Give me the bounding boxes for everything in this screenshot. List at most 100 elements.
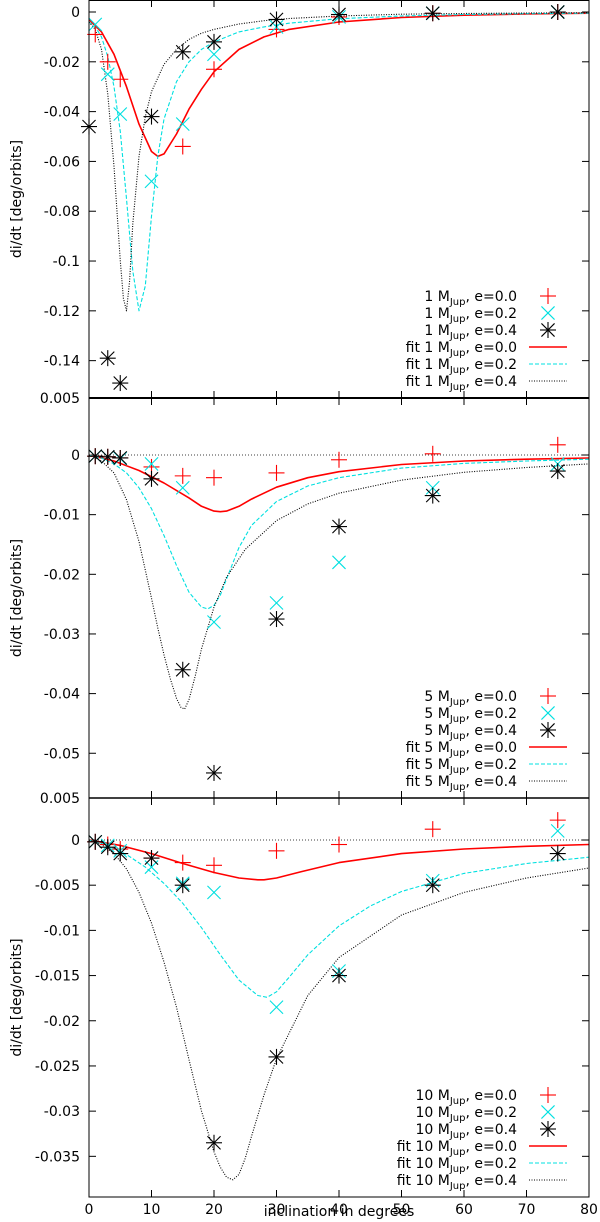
x-tick-label: 80 xyxy=(580,1202,598,1218)
marker-stroke xyxy=(88,17,103,32)
x-tick-label: 20 xyxy=(205,1202,223,1218)
data-point xyxy=(99,53,116,70)
legend-label: fit 10 MJup, e=0.0 xyxy=(397,1139,517,1158)
x-axis-label: inclination in degrees xyxy=(264,1204,415,1220)
marker-stroke xyxy=(144,851,159,866)
data-point xyxy=(331,518,347,535)
marker-stroke xyxy=(144,174,159,189)
legend-label: fit 5 MJup, e=0.0 xyxy=(406,740,517,759)
data-point xyxy=(424,487,441,504)
y-tick-label: -0.12 xyxy=(44,304,80,320)
data-point xyxy=(424,445,441,462)
legend-label: 1 MJup, e=0.4 xyxy=(424,323,517,342)
data-point xyxy=(550,824,565,838)
plot-frame xyxy=(88,0,590,1198)
data-point xyxy=(206,857,222,874)
fit-curve xyxy=(88,839,590,1181)
data-point xyxy=(269,1000,284,1015)
data-point xyxy=(332,555,346,570)
x-tick-label: 40 xyxy=(330,1202,348,1218)
marker-stroke xyxy=(541,706,555,720)
marker-stroke xyxy=(425,878,440,893)
marker-stroke xyxy=(175,662,190,677)
data-point xyxy=(206,1134,222,1151)
marker-stroke xyxy=(550,824,565,838)
y-tick-label: -0.01 xyxy=(44,508,80,524)
data-point xyxy=(143,108,160,125)
marker-stroke xyxy=(207,615,221,629)
x-tick-label: 70 xyxy=(518,1202,536,1218)
marker-stroke xyxy=(100,67,115,82)
y-tick-label: -0.035 xyxy=(35,1149,80,1165)
marker-stroke xyxy=(144,471,159,486)
legend-label: 1 MJup, e=0.2 xyxy=(424,306,517,325)
legend-sample xyxy=(541,706,555,720)
y-tick-label: -0.02 xyxy=(44,1014,80,1030)
data-point xyxy=(174,138,191,155)
data-point xyxy=(87,448,104,465)
data-point xyxy=(99,350,116,367)
data-point xyxy=(174,43,191,60)
legend-label: 1 MJup, e=0.0 xyxy=(424,289,517,308)
data-point xyxy=(549,463,566,480)
legend-label: 5 MJup, e=0.0 xyxy=(424,689,517,708)
legend-label: fit 5 MJup, e=0.2 xyxy=(406,757,517,776)
marker-stroke xyxy=(88,834,103,849)
x-tick-label: 50 xyxy=(393,1202,411,1218)
data-point xyxy=(268,464,285,481)
marker-stroke xyxy=(332,555,346,570)
marker-stroke xyxy=(550,5,565,19)
data-point xyxy=(549,436,566,453)
fit-curve xyxy=(88,12,590,312)
legend-sample xyxy=(540,288,556,304)
data-point xyxy=(424,5,441,22)
y-tick-label: -0.04 xyxy=(44,687,80,703)
legend-sample xyxy=(540,322,556,338)
data-point xyxy=(174,661,191,678)
y-tick-label: -0.05 xyxy=(44,746,80,762)
data-point xyxy=(143,850,160,867)
data-point xyxy=(424,877,441,894)
y-tick-label: 0 xyxy=(71,833,80,849)
data-point xyxy=(207,47,221,62)
data-point xyxy=(206,61,222,78)
y-tick-label: 0 xyxy=(71,448,80,464)
marker-stroke xyxy=(175,117,190,132)
legend-sample xyxy=(541,306,555,320)
data-point xyxy=(144,174,159,189)
y-tick-label: -0.08 xyxy=(44,204,80,220)
data-point xyxy=(112,449,129,466)
legend-label: 5 MJup, e=0.2 xyxy=(424,706,517,725)
marker-stroke xyxy=(269,1000,284,1015)
data-point xyxy=(174,854,191,871)
legend-label: fit 10 MJup, e=0.2 xyxy=(397,1156,517,1175)
legend-label: fit 1 MJup, e=0.0 xyxy=(406,340,517,359)
y-top-edge-label: 0.005 xyxy=(40,791,80,807)
legend-sample xyxy=(540,688,556,704)
y-tick-label: 0 xyxy=(71,5,80,21)
data-point xyxy=(331,967,347,984)
legend-label: fit 5 MJup, e=0.4 xyxy=(406,774,517,793)
marker-stroke xyxy=(207,765,221,780)
data-point xyxy=(112,845,129,862)
fit-curve xyxy=(88,839,590,881)
y-top-edge-label: 0.005 xyxy=(40,391,80,407)
marker-stroke xyxy=(269,595,284,610)
data-point xyxy=(112,375,129,392)
marker-stroke xyxy=(175,480,190,495)
data-point xyxy=(331,836,347,853)
fit-curve xyxy=(88,454,590,710)
y-tick-label: -0.015 xyxy=(35,969,80,985)
data-point xyxy=(269,595,284,610)
x-tick-label: 60 xyxy=(455,1202,473,1218)
marker-stroke xyxy=(541,1105,555,1119)
data-point xyxy=(174,877,191,894)
y-tick-label: -0.06 xyxy=(44,154,80,170)
y-tick-label: -0.02 xyxy=(44,55,80,71)
fit-curve xyxy=(88,454,590,610)
data-point xyxy=(143,470,160,487)
marker-stroke xyxy=(113,846,128,861)
data-point xyxy=(549,4,566,20)
marker-stroke xyxy=(100,449,115,464)
marker-stroke xyxy=(207,34,221,49)
